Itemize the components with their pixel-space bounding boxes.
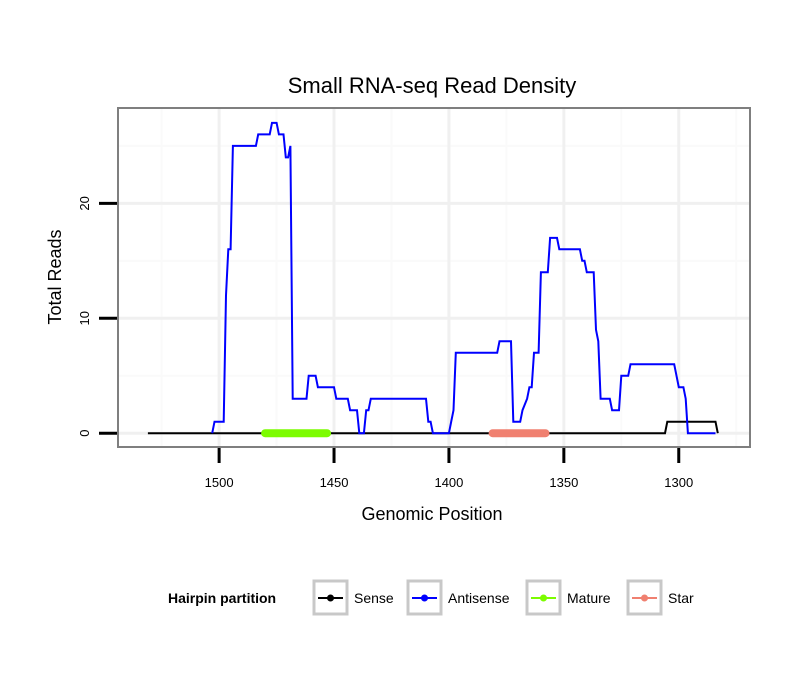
legend-entry-mature: Mature — [525, 579, 611, 616]
legend-label: Mature — [567, 590, 611, 606]
y-tick-label: 10 — [77, 311, 92, 325]
series-lines — [147, 121, 719, 438]
legend-entry-antisense: Antisense — [406, 579, 510, 616]
x-tick-label: 1300 — [664, 475, 693, 490]
legend-entry-star: Star — [626, 579, 694, 616]
x-axis: 1500 1450 1400 1350 1300 — [205, 448, 693, 490]
legend-label: Sense — [354, 590, 394, 606]
legend-key-point — [641, 594, 648, 602]
legend: Hairpin partition Sense Antisense Mature St… — [168, 579, 694, 616]
series-line-antisense — [211, 121, 716, 435]
legend-key-point — [540, 594, 547, 602]
legend-label: Star — [668, 590, 694, 606]
chart-title: Small RNA-seq Read Density — [288, 73, 577, 98]
legend-key-point — [421, 594, 428, 602]
legend-label: Antisense — [448, 590, 510, 606]
y-axis-title: Total Reads — [45, 229, 65, 324]
y-tick-label: 20 — [77, 196, 92, 210]
legend-key-point — [327, 594, 334, 602]
x-tick-label: 1400 — [434, 475, 463, 490]
x-tick-label: 1500 — [205, 475, 234, 490]
plot-panel — [117, 107, 751, 448]
grid-lines — [118, 108, 750, 447]
x-axis-title: Genomic Position — [361, 504, 502, 524]
legend-title: Hairpin partition — [168, 590, 276, 606]
y-axis: 0 10 20 — [77, 196, 117, 437]
x-tick-label: 1350 — [549, 475, 578, 490]
legend-entry-sense: Sense — [312, 579, 394, 616]
x-tick-label: 1450 — [320, 475, 349, 490]
y-tick-label: 0 — [77, 430, 92, 437]
